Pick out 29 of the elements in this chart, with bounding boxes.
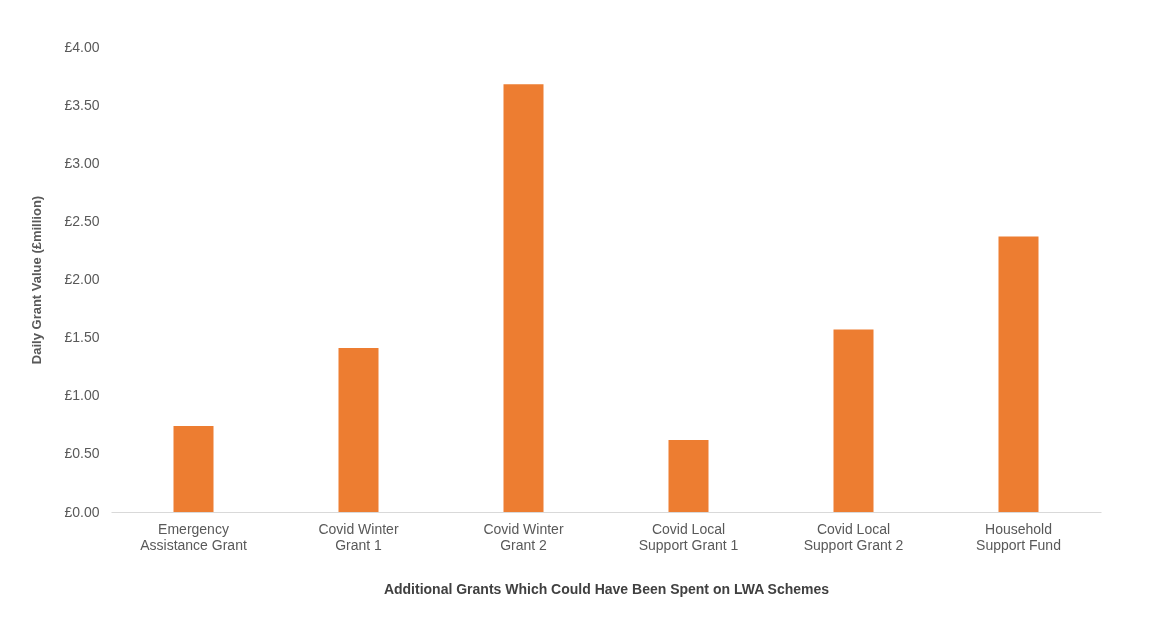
category-label: Support Grant 2 — [803, 536, 904, 553]
x-axis-title: Additional Grants Which Could Have Been Spent on LWA Schemes — [383, 580, 830, 597]
y-tick-label: £3.50 — [64, 96, 100, 113]
category-label: Covid Winter — [318, 520, 399, 537]
category-label: Support Fund — [976, 536, 1061, 553]
bar — [833, 329, 874, 512]
bar — [173, 425, 214, 512]
category-label: Assistance Grant — [140, 536, 247, 553]
y-tick-label: £2.50 — [64, 212, 100, 229]
y-tick-label: £0.50 — [64, 445, 100, 462]
category-label: Grant 2 — [500, 536, 547, 553]
category-label: Covid Local — [816, 520, 891, 537]
bar — [668, 439, 709, 512]
bar — [998, 236, 1039, 512]
category-label: Grant 1 — [335, 536, 382, 553]
y-tick-label: £0.00 — [64, 503, 100, 520]
y-tick-label: £4.00 — [64, 38, 100, 55]
category-label: Emergency — [158, 520, 229, 537]
y-tick-label: £1.50 — [64, 329, 100, 346]
category-label: Household — [985, 520, 1052, 537]
y-axis-title: Daily Grant Value (£million) — [29, 195, 45, 365]
bar — [503, 84, 544, 512]
category-label: Support Grant 1 — [638, 536, 739, 553]
category-label: Covid Winter — [483, 520, 564, 537]
y-tick-label: £1.00 — [64, 387, 100, 404]
y-tick-label: £3.00 — [64, 154, 100, 171]
y-tick-label: £2.00 — [64, 271, 100, 287]
bar — [338, 348, 379, 512]
category-label: Covid Local — [651, 520, 726, 537]
